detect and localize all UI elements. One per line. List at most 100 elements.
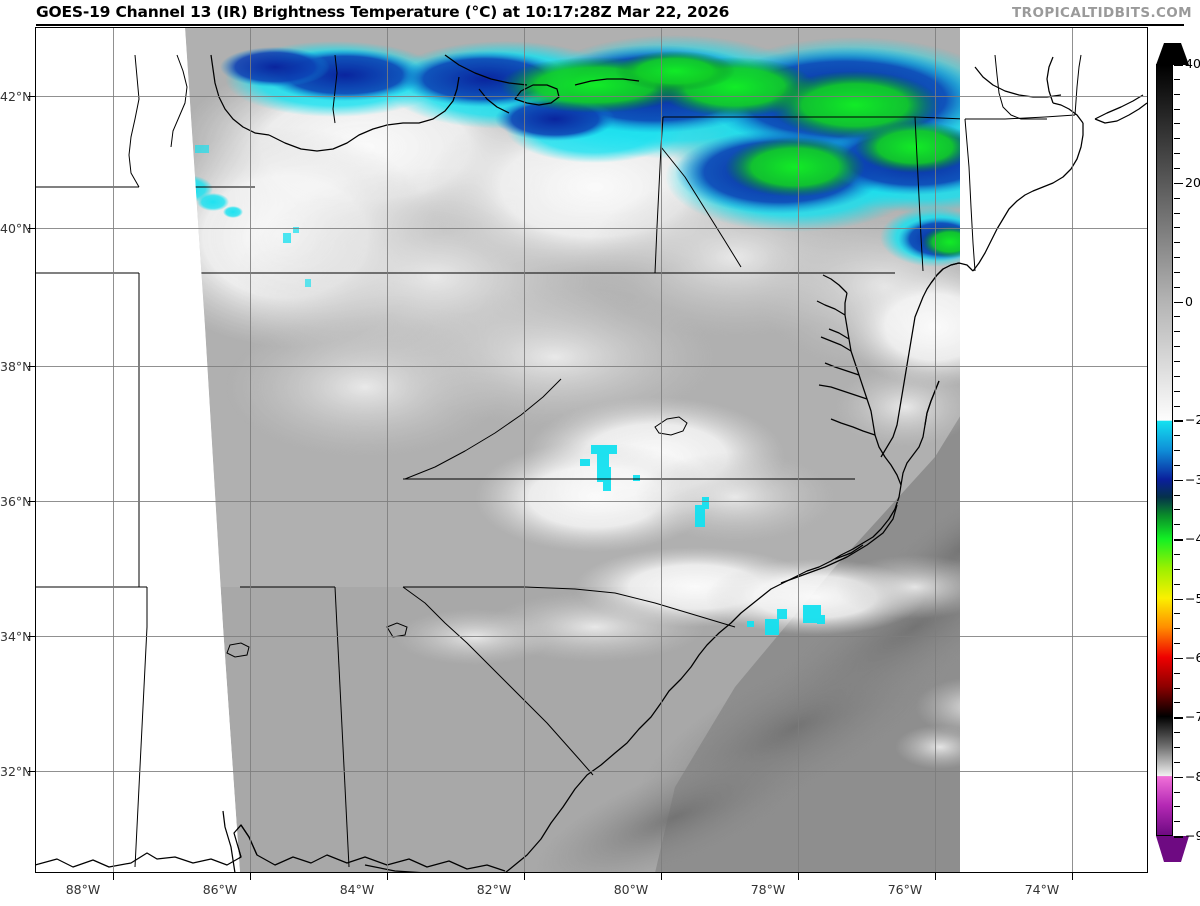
gridline-lon-86 <box>250 27 251 873</box>
colorbar[interactable]: 40 20 0 −20 −30 −40 −50 −60 −70 −80 −90 <box>1156 27 1200 873</box>
colorbar-minor-tick <box>1174 360 1180 362</box>
state-border-overlay-top <box>35 54 1082 868</box>
colorbar-tick-label: 40 <box>1185 56 1200 71</box>
colorbar-minor-tick <box>1174 553 1180 555</box>
colorbar-minor-tick <box>1174 524 1180 526</box>
gridline-lat-34 <box>35 636 1148 637</box>
gridline-lat-38 <box>35 366 1148 367</box>
colorbar-minor-tick <box>1174 316 1180 318</box>
colorbar-minor-tick <box>1174 212 1180 214</box>
colorbar-minor-tick <box>1174 138 1180 140</box>
colorbar-tick-label: −50 <box>1185 590 1200 606</box>
colorbar-tick-label: −40 <box>1185 531 1200 547</box>
satellite-imagery <box>35 27 1148 873</box>
colorbar-minor-tick <box>1174 821 1180 823</box>
satellite-map-canvas[interactable] <box>35 27 1148 873</box>
gridline-lon-84 <box>387 27 388 873</box>
lon-tick-label-78w: 78°W <box>750 882 786 897</box>
colorbar-minor-tick <box>1174 509 1180 511</box>
watermark: TROPICALTIDBITS.COM <box>1012 5 1192 21</box>
colorbar-minor-tick <box>1174 583 1180 585</box>
lat-tick-label-36n: 36°N <box>0 494 32 509</box>
page-title: GOES-19 Channel 13 (IR) Brightness Tempe… <box>36 3 730 21</box>
colorbar-tick-label: −60 <box>1185 649 1200 665</box>
colorbar-minor-tick <box>1174 123 1180 125</box>
colorbar-minor-tick <box>1174 687 1180 689</box>
colorbar-tick-label: −30 <box>1185 471 1200 487</box>
colorbar-minor-tick <box>1174 450 1180 451</box>
colorbar-major-tick <box>1174 182 1183 185</box>
colorbar-minor-tick <box>1174 227 1180 229</box>
lat-tick-label-42n: 42°N <box>0 89 32 104</box>
colorbar-tick-label: −20 <box>1185 412 1200 428</box>
colorbar-minor-tick <box>1174 643 1180 644</box>
gridline-lon-80 <box>661 27 662 873</box>
colorbar-major-tick <box>1174 479 1183 482</box>
colorbar-minor-tick <box>1174 242 1180 244</box>
colorbar-minor-tick <box>1174 286 1180 288</box>
colorbar-minor-tick <box>1174 672 1180 674</box>
colorbar-major-tick <box>1174 301 1183 303</box>
colorbar-major-tick <box>1174 657 1183 660</box>
colorbar-minor-tick <box>1174 613 1180 615</box>
lon-tick-label-76w: 76°W <box>887 882 923 897</box>
colorbar-major-tick <box>1174 836 1183 838</box>
colorbar-major-tick <box>1174 717 1183 719</box>
gridline-lon-88 <box>113 27 114 873</box>
colorbar-minor-tick <box>1174 197 1180 199</box>
gridline-lat-32 <box>35 771 1148 772</box>
scan-edge-west <box>35 27 240 873</box>
colorbar-major-tick <box>1174 539 1183 541</box>
lat-tick-label-38n: 38°N <box>0 359 32 374</box>
header-bar: GOES-19 Channel 13 (IR) Brightness Tempe… <box>0 0 1200 27</box>
colorbar-minor-tick <box>1174 761 1180 763</box>
colorbar-tick-label: −90 <box>1185 828 1200 843</box>
colorbar-minor-tick <box>1174 702 1180 704</box>
colorbar-minor-tick <box>1174 257 1180 258</box>
colorbar-extend-top <box>1156 43 1189 65</box>
lon-tick-label-80w: 80°W <box>613 882 649 897</box>
lon-tick-label-84w: 84°W <box>339 882 375 897</box>
lon-tick-label-88w: 88°W <box>65 882 101 897</box>
colorbar-minor-tick <box>1174 435 1180 437</box>
gridline-lat-40 <box>35 228 1148 229</box>
gridline-lon-78 <box>798 27 799 873</box>
colorbar-major-tick <box>1174 64 1183 66</box>
scan-edge-east <box>960 27 1148 873</box>
lat-tick-label-40n: 40°N <box>0 221 32 236</box>
gridline-lat-42 <box>35 96 1148 97</box>
lon-tick-label-82w: 82°W <box>476 882 512 897</box>
colorbar-minor-tick <box>1174 153 1180 155</box>
title-underline <box>36 24 1184 26</box>
colorbar-tick-label: 0 <box>1185 293 1193 309</box>
colorbar-major-tick <box>1174 776 1183 779</box>
lon-tick-label-86w: 86°W <box>202 882 238 897</box>
colorbar-tick-label: 20 <box>1185 174 1200 190</box>
colorbar-minor-tick <box>1174 405 1180 407</box>
colorbar-minor-tick <box>1174 746 1180 748</box>
gridline-lon-82 <box>524 27 525 873</box>
colorbar-minor-tick <box>1174 331 1180 333</box>
colorbar-minor-tick <box>1174 375 1180 377</box>
colorbar-gradient[interactable] <box>1156 64 1173 836</box>
colorbar-minor-tick <box>1174 78 1180 80</box>
colorbar-major-tick <box>1174 598 1183 600</box>
colorbar-minor-tick <box>1174 568 1180 570</box>
lon-tick-label-74w: 74°W <box>1024 882 1060 897</box>
colorbar-extend-bottom <box>1156 836 1189 862</box>
colorbar-tick-label: −70 <box>1185 709 1200 725</box>
colorbar-minor-tick <box>1174 108 1180 110</box>
colorbar-tick-label: −80 <box>1185 768 1200 784</box>
colorbar-minor-tick <box>1174 464 1180 466</box>
colorbar-minor-tick <box>1174 346 1180 348</box>
colorbar-minor-tick <box>1174 732 1180 734</box>
cyan-cells-coast <box>747 605 825 635</box>
coastline-overlay-top <box>35 56 1148 873</box>
colorbar-minor-tick <box>1174 390 1180 392</box>
gridline-lon-74 <box>1072 27 1073 873</box>
colorbar-minor-tick <box>1174 628 1180 630</box>
colorbar-minor-tick <box>1174 806 1180 808</box>
colorbar-minor-tick <box>1174 791 1180 793</box>
lat-tick-label-34n: 34°N <box>0 629 32 644</box>
lat-tick-label-32n: 32°N <box>0 764 32 779</box>
